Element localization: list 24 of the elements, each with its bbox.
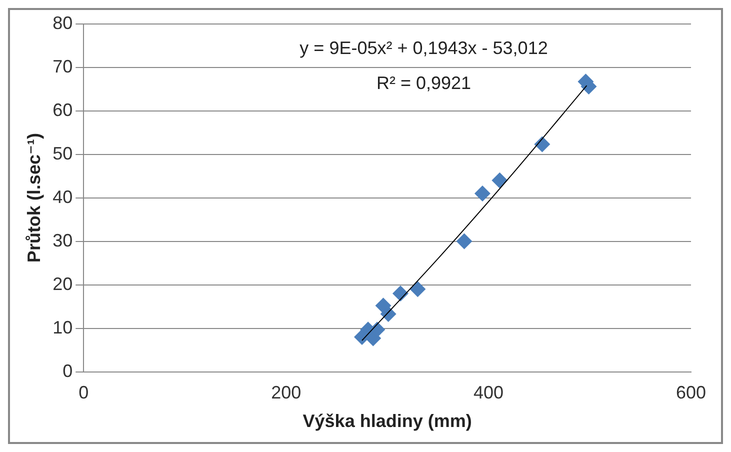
point bbox=[492, 172, 508, 188]
x-tick-label: 400 bbox=[474, 382, 504, 403]
point bbox=[474, 185, 490, 202]
x-tick-label: 600 bbox=[676, 382, 706, 403]
y-tick-label: 70 bbox=[52, 56, 73, 76]
point bbox=[410, 281, 426, 298]
y-tick-label: 10 bbox=[52, 317, 73, 338]
x-tick-label: 200 bbox=[271, 382, 302, 403]
y-tick-label: 30 bbox=[52, 230, 73, 250]
y-tick-label: 50 bbox=[52, 143, 73, 164]
y-tick-label: 0 bbox=[62, 360, 73, 381]
annotation: R² = 0,9921 bbox=[376, 72, 472, 93]
y-axis-title: Průtok (l.sec⁻¹) bbox=[24, 133, 44, 263]
y-tick-label: 20 bbox=[52, 274, 73, 294]
point bbox=[392, 286, 408, 302]
point bbox=[456, 233, 472, 250]
y-tick-label: 80 bbox=[52, 12, 73, 33]
point bbox=[534, 136, 550, 152]
y-tick-label: 40 bbox=[52, 186, 73, 207]
annotation: y = 9E-05x² + 0,1943x - 53,012 bbox=[300, 38, 548, 58]
point bbox=[380, 306, 396, 322]
x-axis-title: Výška hladiny (mm) bbox=[302, 411, 472, 432]
y-tick-label: 60 bbox=[52, 100, 73, 120]
x-tick-label: 0 bbox=[78, 382, 89, 403]
